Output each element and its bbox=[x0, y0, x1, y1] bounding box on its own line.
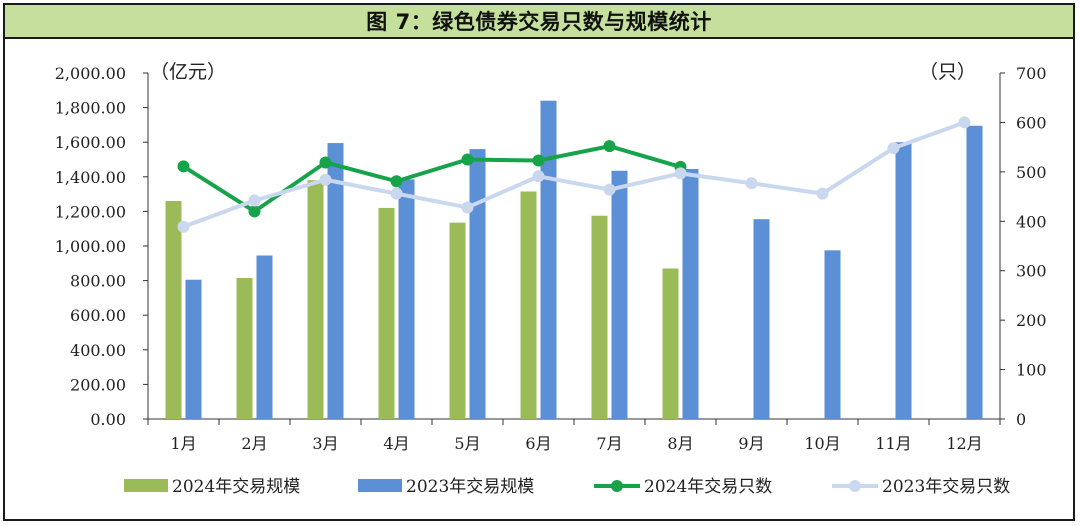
left-axis-tick-label: 200.00 bbox=[70, 375, 126, 394]
left-axis-tick-label: 1,200.00 bbox=[55, 202, 126, 221]
x-axis-tick-label: 10月 bbox=[804, 434, 840, 453]
right-axis-tick-label: 400 bbox=[1016, 212, 1047, 231]
bar-2023-volume bbox=[895, 142, 912, 419]
point-2023-count bbox=[887, 142, 900, 155]
bar-2023-volume bbox=[256, 255, 273, 419]
right-axis-tick-label: 300 bbox=[1016, 262, 1047, 281]
point-2024-count bbox=[319, 156, 332, 169]
bar-2024-volume bbox=[236, 278, 253, 419]
bar-2023-volume bbox=[327, 143, 344, 419]
point-2023-count bbox=[816, 187, 829, 200]
point-2023-count bbox=[319, 173, 332, 186]
bar-2023-volume bbox=[966, 125, 983, 419]
legend-2023-count-label: 2023年交易只数 bbox=[882, 477, 1010, 497]
legend-2023-volume-swatch bbox=[358, 479, 402, 492]
bar-2024-volume bbox=[378, 207, 395, 419]
line-2024-count bbox=[182, 144, 682, 214]
legend-2024-count-label: 2024年交易只数 bbox=[644, 477, 772, 497]
right-axis-tick-label: 600 bbox=[1016, 113, 1047, 132]
point-2024-count bbox=[248, 205, 261, 218]
right-axis-tick-label: 500 bbox=[1016, 163, 1047, 182]
bar-2023-volume bbox=[540, 100, 557, 420]
left-axis-tick-label: 0.00 bbox=[90, 410, 126, 429]
point-2024-count bbox=[177, 160, 190, 173]
bar-2024-volume bbox=[307, 180, 324, 419]
left-axis-tick-label: 600.00 bbox=[70, 306, 126, 325]
left-axis-tick-label: 1,000.00 bbox=[55, 237, 126, 256]
left-axis-unit: （亿元） bbox=[150, 61, 226, 83]
bar-2024-volume bbox=[662, 268, 679, 419]
point-2023-count bbox=[461, 201, 474, 214]
x-axis-tick-label: 12月 bbox=[946, 434, 982, 453]
x-axis-tick-label: 7月 bbox=[596, 434, 622, 453]
left-axis-tick-label: 400.00 bbox=[70, 341, 126, 360]
chart-title: 图 7：绿色债券交易只数与规模统计 bbox=[366, 10, 712, 34]
point-2024-count bbox=[532, 154, 545, 167]
legend-2024-count-swatch-marker bbox=[611, 480, 623, 492]
bar-2023-volume bbox=[824, 250, 841, 419]
right-axis-tick-label: 700 bbox=[1016, 64, 1047, 83]
x-axis-tick-label: 5月 bbox=[454, 434, 480, 453]
x-axis-tick-label: 9月 bbox=[738, 434, 764, 453]
point-2023-count bbox=[958, 116, 971, 129]
legend-2024-volume-swatch bbox=[124, 479, 168, 492]
line-2023-count bbox=[182, 120, 966, 229]
bar-2023-volume bbox=[753, 219, 770, 419]
point-2024-count bbox=[461, 153, 474, 166]
point-2024-count bbox=[390, 175, 403, 188]
legend-2023-count-swatch-marker bbox=[849, 480, 861, 492]
bar-2023-volume bbox=[398, 179, 415, 419]
x-axis-tick-label: 4月 bbox=[383, 434, 409, 453]
right-axis-tick-label: 200 bbox=[1016, 311, 1047, 330]
left-axis-tick-label: 2,000.00 bbox=[55, 64, 126, 83]
chart-title-bar: 图 7：绿色债券交易只数与规模统计 bbox=[5, 5, 1073, 39]
right-axis-tick-label: 0 bbox=[1016, 410, 1026, 429]
legend-2023-volume-label: 2023年交易规模 bbox=[406, 477, 534, 497]
point-2023-count bbox=[177, 220, 190, 233]
right-axis-unit: （只） bbox=[919, 61, 976, 83]
point-2023-count bbox=[390, 187, 403, 200]
bar-2024-volume bbox=[520, 191, 537, 419]
x-axis-tick-label: 2月 bbox=[241, 434, 267, 453]
bar-2024-volume bbox=[449, 222, 466, 419]
left-axis-tick-label: 1,800.00 bbox=[55, 99, 126, 118]
bar-2023-volume bbox=[682, 169, 699, 419]
point-2023-count bbox=[248, 194, 261, 207]
point-2024-count bbox=[603, 140, 616, 153]
x-axis-tick-label: 3月 bbox=[312, 434, 338, 453]
x-axis-tick-label: 6月 bbox=[525, 434, 551, 453]
x-axis-tick-label: 11月 bbox=[875, 434, 911, 453]
x-axis-tick-label: 1月 bbox=[170, 434, 196, 453]
point-2023-count bbox=[745, 177, 758, 190]
legend-2024-volume-label: 2024年交易规模 bbox=[172, 477, 300, 497]
point-2023-count bbox=[603, 183, 616, 196]
point-2023-count bbox=[674, 167, 687, 180]
bar-2024-volume bbox=[165, 201, 182, 419]
right-axis-tick-label: 100 bbox=[1016, 361, 1047, 380]
bar-2024-volume bbox=[591, 215, 608, 419]
bar-2023-volume bbox=[185, 279, 202, 419]
left-axis-tick-label: 1,600.00 bbox=[55, 133, 126, 152]
point-2023-count bbox=[532, 170, 545, 183]
bar-2023-volume bbox=[611, 170, 628, 419]
left-axis-tick-label: 800.00 bbox=[70, 272, 126, 291]
x-axis-tick-label: 8月 bbox=[667, 434, 693, 453]
left-axis-tick-label: 1,400.00 bbox=[55, 168, 126, 187]
bar-2023-volume bbox=[469, 149, 486, 419]
